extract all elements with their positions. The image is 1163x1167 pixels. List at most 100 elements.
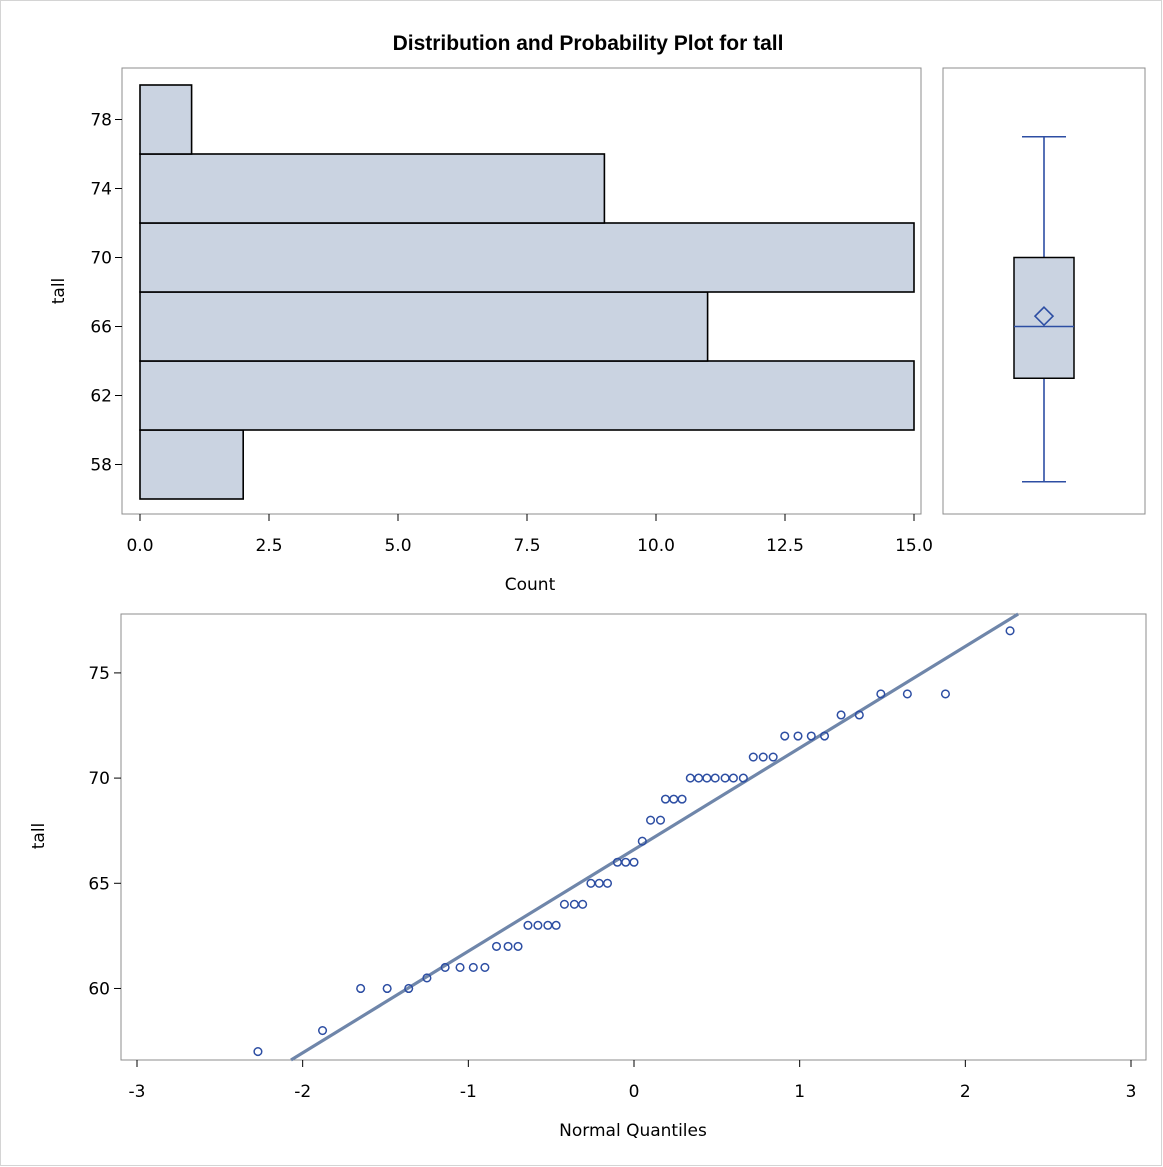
qq-point-6 <box>440 962 450 972</box>
qq-point-31 <box>677 794 687 804</box>
histogram-y-tick-label-1: 62 <box>90 387 112 407</box>
qq-y-tick-label-1: 65 <box>88 874 110 894</box>
qq-point-4 <box>404 983 414 994</box>
qq-point-21 <box>594 878 604 888</box>
qq-point-8 <box>468 962 478 972</box>
qq-point-20 <box>586 878 596 888</box>
qq-y-ticks: 60 65 70 75 <box>88 664 121 999</box>
qq-point-46 <box>836 710 846 720</box>
histogram-bar-5 <box>139 84 193 155</box>
histogram-bars <box>139 84 915 500</box>
qq-point-50 <box>940 689 951 699</box>
qq-x-tick-label-6: 3 <box>1126 1082 1137 1102</box>
boxplot-panel <box>942 67 1146 515</box>
qq-point-29 <box>660 794 671 804</box>
histogram-x-axis-label: Count <box>505 575 556 595</box>
qq-reference-line-segment <box>290 612 1019 1062</box>
qq-point-48 <box>876 689 886 699</box>
chart-title: Distribution and Probability Plot for ta… <box>393 32 784 55</box>
qq-x-tick-label-0: -3 <box>129 1082 146 1102</box>
qq-point-3 <box>382 983 392 994</box>
qq-point-1 <box>317 1025 328 1036</box>
boxplot <box>1013 135 1075 483</box>
qq-point-2 <box>356 983 366 994</box>
qq-point-27 <box>646 815 656 825</box>
qq-point-25 <box>629 857 639 867</box>
qq-point-37 <box>728 773 738 783</box>
qq-point-49 <box>902 689 912 699</box>
qq-point-39 <box>748 752 758 762</box>
histogram-bar-4 <box>139 153 606 224</box>
boxplot-mean-marker <box>1033 306 1055 327</box>
histogram-y-tick-label-0: 58 <box>90 456 112 476</box>
qq-point-0 <box>253 1047 263 1057</box>
histogram-x-tick-label-2: 5.0 <box>384 536 411 556</box>
qq-points <box>253 626 1015 1057</box>
qq-x-axis-label: Normal Quantiles <box>559 1121 707 1141</box>
qq-x-tick-label-1: -2 <box>294 1082 311 1102</box>
qq-plot-frame <box>120 613 1147 1061</box>
boxplot-box <box>1013 256 1075 379</box>
qq-point-40 <box>758 752 768 762</box>
histogram-bar-2 <box>139 291 709 362</box>
qq-x-tick-label-5: 2 <box>960 1082 971 1102</box>
histogram-x-tick-label-3: 7.5 <box>513 536 540 556</box>
histogram-x-tick-label-0: 0.0 <box>126 536 153 556</box>
histogram-panel: 58 62 66 70 74 78 0.0 2.5 5.0 7.5 10.0 12.5 15.0 Co… <box>49 67 933 595</box>
qq-point-45 <box>819 731 830 741</box>
histogram-x-tick-label-6: 15.0 <box>895 536 933 556</box>
qq-point-42 <box>780 731 790 741</box>
histogram-y-tick-label-2: 66 <box>90 318 112 338</box>
qq-point-13 <box>523 920 533 930</box>
qq-y-axis-label: tall <box>29 823 49 850</box>
qq-x-tick-label-3: 0 <box>629 1082 640 1102</box>
qq-point-47 <box>854 710 864 720</box>
boxplot-frame <box>942 67 1146 515</box>
qq-point-11 <box>503 941 513 951</box>
histogram-bar-3 <box>139 222 915 293</box>
qq-point-35 <box>710 773 720 783</box>
qq-reference-line <box>290 612 1019 1062</box>
qq-point-16 <box>551 920 561 930</box>
qq-point-38 <box>738 773 748 783</box>
histogram-bar-0 <box>139 429 244 500</box>
histogram-y-ticks: 58 62 66 70 74 78 <box>90 111 122 476</box>
histogram-x-tick-label-1: 2.5 <box>255 536 282 556</box>
qq-plot-panel: 60 65 70 75 -3 -2 -1 0 1 2 3 Normal Quantiles tal… <box>29 612 1147 1141</box>
qq-point-26 <box>637 836 647 846</box>
qq-point-15 <box>543 920 553 930</box>
qq-point-17 <box>559 899 569 909</box>
qq-point-44 <box>806 731 816 741</box>
qq-point-24 <box>621 857 631 867</box>
qq-point-18 <box>569 899 579 909</box>
qq-point-5 <box>422 973 432 983</box>
qq-point-14 <box>533 920 543 930</box>
histogram-y-axis-label: tall <box>49 278 69 305</box>
qq-point-36 <box>720 773 730 783</box>
histogram-bar-1 <box>139 360 915 431</box>
qq-point-28 <box>655 815 666 825</box>
qq-point-12 <box>513 941 523 951</box>
qq-x-ticks: -3 -2 -1 0 1 2 3 <box>129 1060 1137 1102</box>
histogram-frame <box>121 67 922 515</box>
qq-point-43 <box>793 731 803 741</box>
qq-point-34 <box>702 773 712 783</box>
qq-y-tick-label-0: 60 <box>88 979 110 999</box>
histogram-x-tick-label-5: 12.5 <box>766 536 804 556</box>
qq-point-51 <box>1005 626 1015 636</box>
histogram-y-tick-label-3: 70 <box>90 249 112 269</box>
qq-point-9 <box>480 962 490 972</box>
qq-point-41 <box>768 752 778 762</box>
qq-point-30 <box>669 794 679 804</box>
qq-point-10 <box>491 941 502 951</box>
histogram-y-tick-label-5: 78 <box>90 111 112 131</box>
qq-point-19 <box>578 899 588 909</box>
histogram-x-ticks: 0.0 2.5 5.0 7.5 10.0 12.5 15.0 <box>126 514 933 556</box>
qq-point-33 <box>694 773 704 783</box>
qq-point-22 <box>602 878 613 888</box>
qq-x-tick-label-4: 1 <box>794 1082 805 1102</box>
histogram-x-tick-label-4: 10.0 <box>637 536 675 556</box>
qq-y-tick-label-2: 70 <box>88 769 110 789</box>
